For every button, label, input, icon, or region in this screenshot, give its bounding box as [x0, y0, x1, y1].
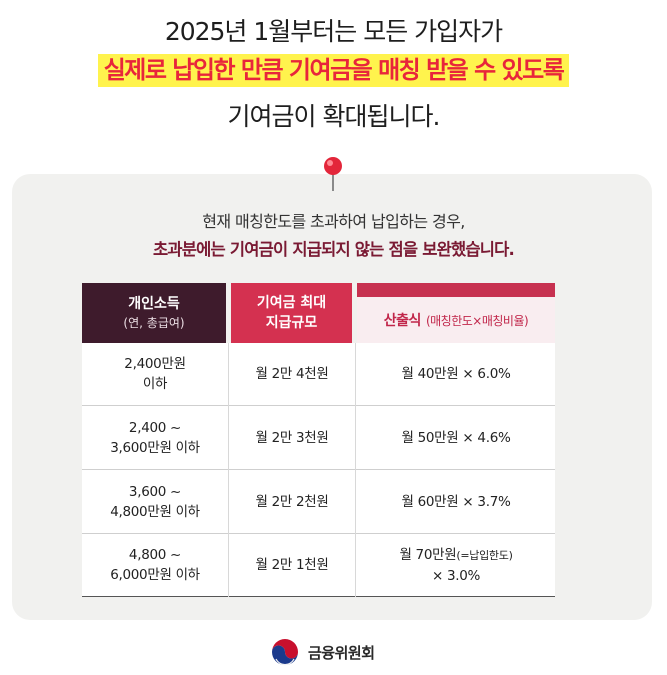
cell-formula-line2: × 3.0% [431, 567, 481, 584]
table-row: 2,400 ~ 3,600만원 이하 월 2만 3천원 월 50만원 × 4.6… [82, 406, 555, 469]
cell-income-line1: 2,400 ~ [128, 419, 182, 436]
cell-income-line1: 4,800 ~ [128, 547, 182, 563]
cell-income-line2: 6,000만원 이하 [110, 567, 200, 583]
header-income-sub: (연, 총급여) [123, 316, 185, 330]
cell-formula-note: (=납입한도) [456, 548, 513, 562]
card-emphasis-text: 초과분에는 기여금이 지급되지 않는 점을 보완했습니다. [153, 240, 515, 259]
cell-formula: 월 60만원 × 3.7% [401, 493, 511, 510]
header-max-line2: 지급규모 [265, 315, 318, 331]
card-intro-text: 현재 매칭한도를 초과하여 납입하는 경우, [202, 212, 465, 231]
footer-org-name: 금융위원회 [308, 643, 375, 662]
header-max-contribution: 기여금 최대 지급규모 [231, 283, 352, 343]
cell-income: 2,400만원 이하 [82, 343, 228, 405]
row-divider [82, 469, 555, 470]
header-formula-sub: (매칭한도×매칭비율) [425, 313, 529, 328]
table-row: 2,400만원 이하 월 2만 4천원 월 40만원 × 6.0% [82, 343, 555, 405]
footer: 금융위원회 [270, 637, 375, 667]
row-divider [82, 533, 555, 534]
cell-income-line2: 4,800만원 이하 [110, 503, 200, 520]
cell-max: 월 2만 2천원 [255, 493, 329, 510]
header-max-line1: 기여금 최대 [256, 295, 327, 311]
headline-line-3: 기여금이 확대됩니다. [227, 102, 441, 131]
cell-formula: 월 70만원(=납입한도) × 3.0% [357, 534, 555, 596]
push-pin-icon [324, 157, 342, 191]
headline-highlight-wrap: 실제로 납입한 만큼 기여금을 매칭 받을 수 있도록 [0, 54, 667, 87]
header-formula-bar [357, 283, 555, 297]
cell-max: 월 2만 4천원 [255, 366, 329, 382]
table-bottom-border [82, 596, 555, 597]
header-formula-title: 산출식 [383, 313, 422, 329]
header-formula-inner: 산출식 (매칭한도×매칭비율) [357, 297, 555, 343]
cell-income: 2,400 ~ 3,600만원 이하 [82, 406, 228, 469]
government-taegeuk-logo-icon [272, 639, 298, 666]
row-divider [82, 405, 555, 406]
headline-line-2-highlighted: 실제로 납입한 만큼 기여금을 매칭 받을 수 있도록 [97, 54, 570, 87]
table-body [82, 343, 555, 597]
cell-income-line2: 3,600만원 이하 [110, 439, 200, 456]
column-divider [228, 343, 229, 597]
table-row: 3,600 ~ 4,800만원 이하 월 2만 2천원 월 60만원 × 3.7… [82, 470, 555, 533]
cell-income-line2: 이하 [142, 376, 168, 392]
header-income: 개인소득 (연, 총급여) [82, 283, 226, 343]
headline-line-1: 2025년 1월부터는 모든 가입자가 [164, 17, 503, 46]
header-formula: 산출식 (매칭한도×매칭비율) [357, 283, 555, 343]
header-income-title: 개인소득 [128, 296, 180, 312]
table-row: 4,800 ~ 6,000만원 이하 월 2만 1천원 월 70만원(=납입한도… [82, 534, 555, 596]
matching-table: 개인소득 (연, 총급여) 기여금 최대 지급규모 산출식 (매칭한도×매칭비율… [82, 283, 555, 597]
column-divider [355, 343, 356, 597]
cell-formula: 월 40만원 × 6.0% [401, 366, 511, 382]
cell-formula-line1: 월 70만원 [399, 546, 457, 563]
cell-income-line1: 3,600 ~ [128, 483, 182, 500]
cell-income: 4,800 ~ 6,000만원 이하 [82, 534, 228, 596]
cell-income-line1: 2,400만원 [124, 356, 186, 372]
cell-max: 월 2만 3천원 [255, 429, 329, 446]
cell-income: 3,600 ~ 4,800만원 이하 [82, 470, 228, 533]
cell-max: 월 2만 1천원 [255, 557, 329, 573]
cell-formula: 월 50만원 × 4.6% [401, 429, 511, 446]
